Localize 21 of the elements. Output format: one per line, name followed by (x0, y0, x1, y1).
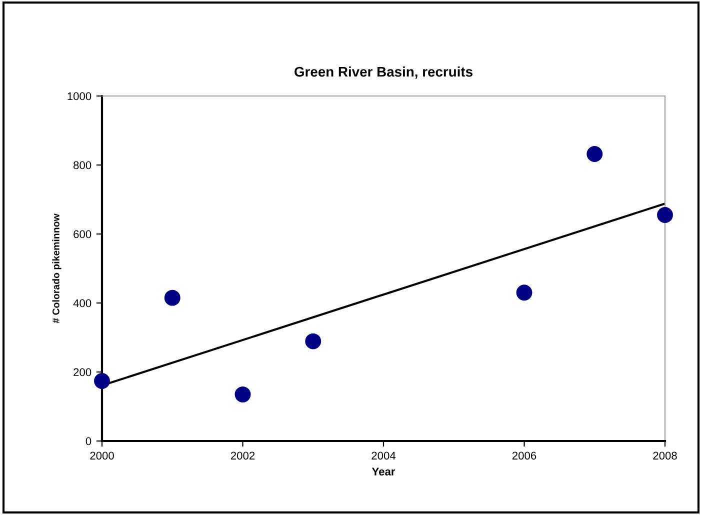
x-tick-label: 2006 (512, 452, 536, 460)
y-tick-label: 200 (74, 368, 92, 376)
chart-title: Green River Basin, recruits (294, 66, 472, 79)
y-tick-label: 800 (74, 161, 92, 170)
point (305, 333, 322, 350)
point (586, 146, 603, 162)
y-tick-label: 1000 (68, 92, 92, 100)
x-tick-label: 2000 (90, 452, 114, 460)
y-tick-label: 400 (73, 299, 92, 308)
x-tick-label: 2008 (653, 452, 677, 460)
point (94, 372, 110, 389)
y-tick-label: 0 (86, 437, 92, 446)
point (657, 207, 673, 224)
x-tick-label: 2002 (230, 452, 255, 460)
x-axis-title: Year (372, 468, 396, 476)
point (516, 284, 532, 301)
y-tick-label: 600 (74, 230, 92, 238)
y-axis-title: # Colorado pikeminnow (52, 214, 62, 324)
x-tick-label: 2004 (372, 452, 396, 460)
point (234, 386, 251, 402)
point (164, 290, 180, 306)
